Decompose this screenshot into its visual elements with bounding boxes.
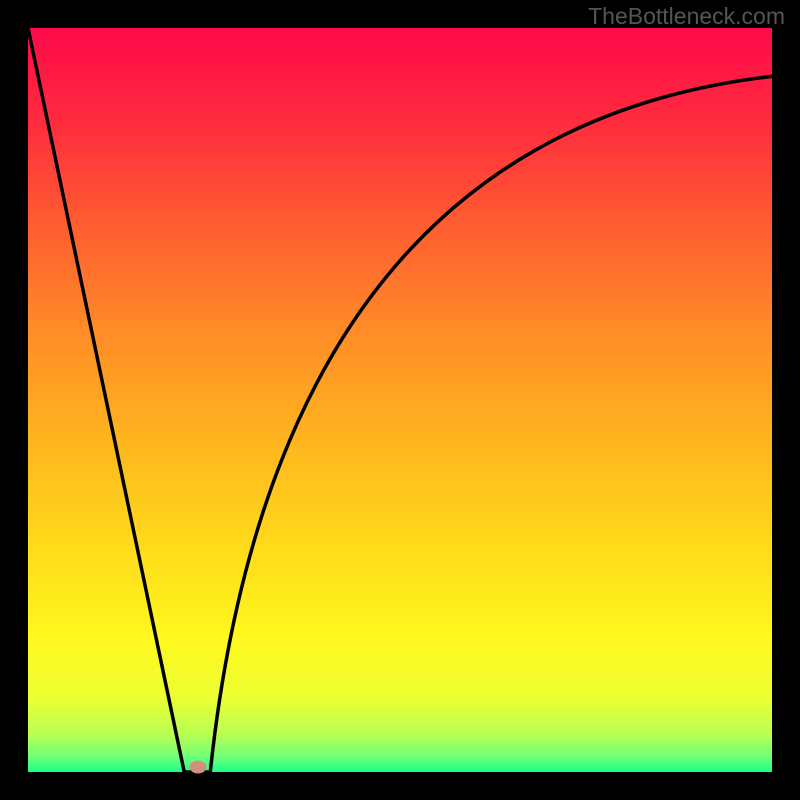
bottleneck-curve [28,28,772,772]
optimal-point-marker [189,761,206,774]
curve-path [28,28,772,772]
chart-container: TheBottleneck.com [0,0,800,800]
watermark-text: TheBottleneck.com [588,3,785,30]
plot-area [28,28,772,772]
